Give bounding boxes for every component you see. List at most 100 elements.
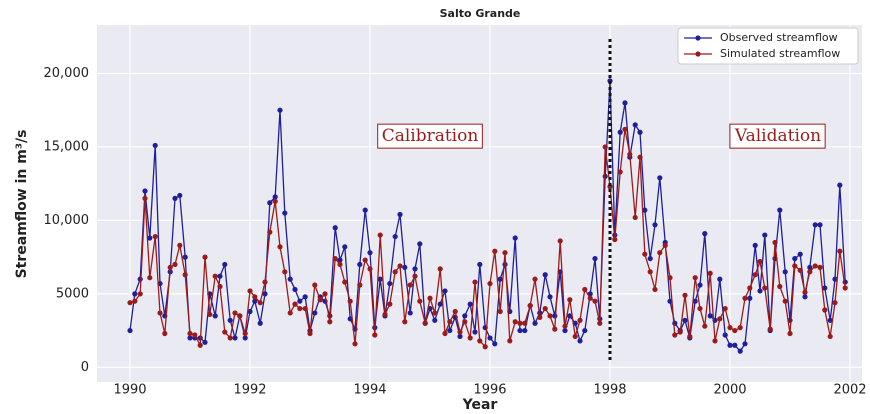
data-point [757, 258, 763, 265]
data-point [842, 285, 848, 291]
data-point [367, 250, 373, 256]
data-point [707, 313, 713, 319]
data-point [772, 239, 778, 246]
data-point [477, 261, 483, 268]
data-point [767, 326, 773, 332]
data-point [392, 233, 398, 240]
x-axis-label: Year [462, 397, 498, 413]
data-point [457, 333, 463, 340]
data-point [577, 338, 583, 344]
legend-marker [695, 51, 701, 57]
data-point [552, 326, 558, 332]
data-point [562, 327, 568, 334]
data-point [352, 341, 358, 347]
data-point [282, 269, 288, 275]
data-point [547, 294, 553, 300]
data-point [152, 142, 158, 149]
data-point [342, 244, 348, 250]
data-point [837, 248, 843, 254]
data-point [462, 319, 468, 325]
data-point [202, 339, 208, 345]
data-point [302, 305, 308, 312]
data-point [257, 320, 263, 326]
data-point [307, 330, 313, 337]
data-point [327, 319, 333, 325]
data-point [632, 122, 638, 128]
data-point [367, 266, 373, 272]
data-point [167, 264, 173, 271]
data-point [717, 316, 723, 322]
data-point [532, 320, 538, 326]
data-point [402, 319, 408, 325]
data-point [222, 329, 228, 335]
data-point [602, 173, 608, 179]
data-point [132, 291, 138, 297]
data-point [602, 144, 608, 150]
data-point [267, 200, 273, 206]
data-point [322, 291, 328, 297]
data-point [762, 285, 768, 291]
annotation-text: Validation [734, 126, 821, 146]
data-point [692, 275, 698, 281]
data-point [657, 250, 663, 256]
x-tick-label: 1996 [473, 383, 506, 398]
data-point [292, 301, 298, 307]
data-point [737, 348, 743, 354]
data-point [332, 255, 338, 262]
data-point [147, 235, 153, 241]
data-point [752, 272, 758, 278]
data-point [127, 300, 133, 306]
data-point [267, 229, 273, 235]
data-point [802, 289, 808, 295]
data-point [612, 236, 618, 243]
data-point [467, 335, 473, 341]
data-point [252, 294, 258, 300]
data-point [457, 329, 463, 335]
data-point [452, 308, 458, 315]
data-point [492, 341, 498, 347]
data-point [182, 254, 188, 260]
data-point [557, 238, 563, 244]
data-point [427, 295, 433, 301]
data-point [722, 332, 728, 338]
legend-label: Observed streamflow [720, 31, 838, 44]
data-point [467, 301, 473, 307]
data-point [752, 242, 758, 248]
data-point [817, 222, 823, 228]
y-tick-label: 20,000 [44, 66, 90, 81]
data-point [177, 192, 183, 199]
data-point [157, 310, 163, 316]
data-point [227, 317, 233, 323]
data-point [437, 266, 443, 272]
data-point [747, 295, 753, 301]
data-point [647, 255, 653, 262]
data-point [487, 335, 493, 341]
data-point [822, 285, 828, 291]
data-point [522, 327, 528, 334]
data-point [217, 283, 223, 290]
data-point [382, 311, 388, 318]
data-point [222, 261, 228, 268]
legend-label: Simulated streamflow [720, 47, 840, 60]
data-point [662, 242, 668, 248]
data-point [782, 269, 788, 275]
data-point [822, 307, 828, 313]
data-point [702, 231, 708, 237]
data-point [697, 305, 703, 312]
x-tick-label: 1998 [593, 383, 626, 398]
data-point [592, 255, 598, 262]
data-point [497, 308, 503, 315]
data-point [272, 194, 278, 200]
data-point [207, 311, 213, 318]
data-point [592, 298, 598, 304]
data-point [397, 263, 403, 269]
data-point [497, 276, 503, 282]
data-point [552, 313, 558, 319]
data-point [472, 329, 478, 335]
data-point [642, 207, 648, 213]
data-point [542, 272, 548, 278]
data-point [577, 317, 583, 323]
y-tick-label: 0 [81, 360, 89, 375]
data-point [247, 308, 253, 315]
